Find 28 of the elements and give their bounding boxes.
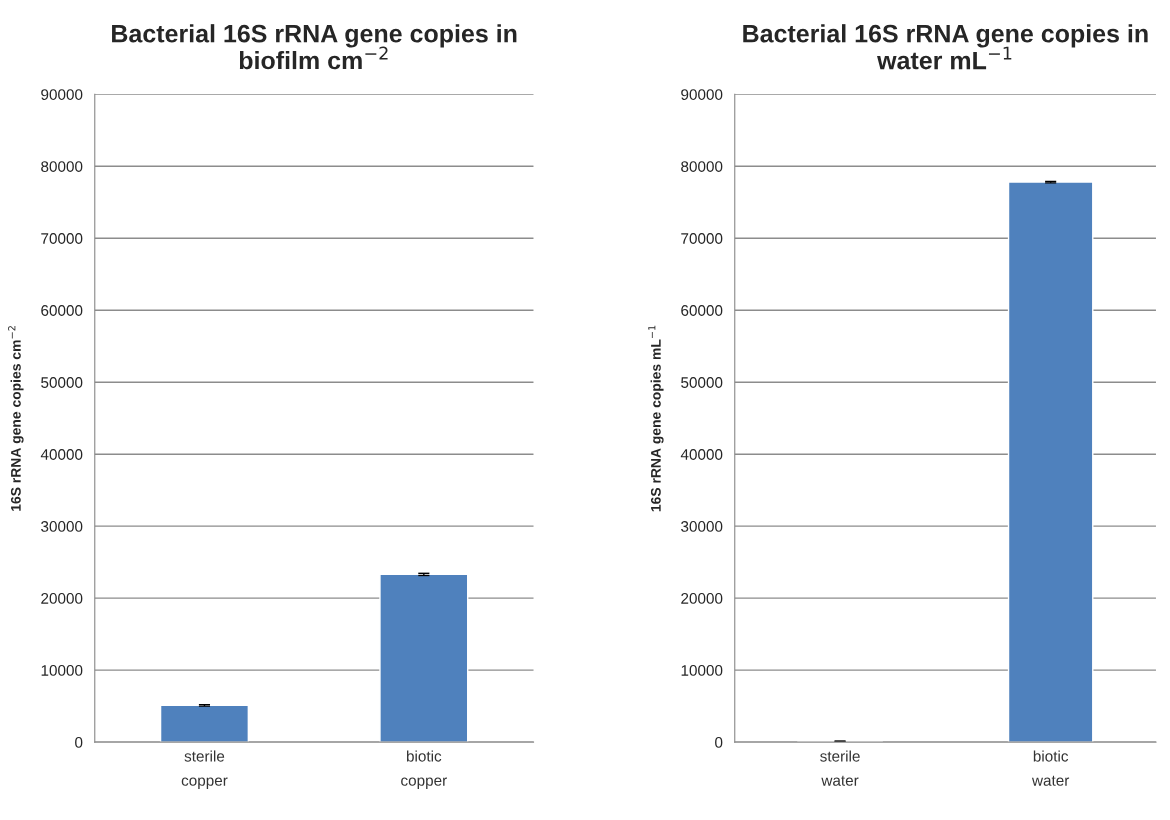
y-tick-label: 10000	[681, 664, 723, 676]
x-tick-label: sterile water	[820, 750, 860, 786]
x-tick-label: sterile copper	[181, 750, 228, 789]
x-tick-label: biotic water	[1031, 750, 1070, 786]
y-tick-label: 20000	[681, 593, 723, 604]
y-tick-label: 80000	[41, 161, 83, 172]
y-tick-label: 0	[75, 736, 83, 748]
y-tick-label: 90000	[681, 89, 723, 100]
y-tick-label: 20000	[41, 593, 83, 604]
y-tick-label: 40000	[680, 449, 723, 460]
y-tick-label: 70000	[681, 233, 723, 244]
y-tick-label: 50000	[681, 377, 723, 388]
chart-title: Bacterial 16S rRNA gene copies in biofilm cm$^{−2}$	[112, 24, 517, 70]
y-tick-label: 70000	[41, 233, 83, 244]
y-tick-label: 60000	[41, 305, 83, 316]
y-tick-label: 30000	[681, 521, 723, 532]
y-axis-title: 16S rRNA gene copies cm$^{−2}$	[8, 326, 24, 511]
y-tick-label: 40000	[40, 449, 83, 460]
y-tick-label: 90000	[41, 89, 83, 100]
y-tick-label: 60000	[681, 305, 723, 316]
x-tick-label: biotic copper	[401, 750, 447, 789]
y-axis-title: 16S rRNA gene copies mL$^{−1}$	[648, 325, 664, 512]
y-tick-label: 80000	[681, 161, 723, 172]
y-tick-label: 30000	[41, 521, 83, 532]
chart-title: Bacterial 16S rRNA gene copies in water mL$^{−1}$	[743, 24, 1148, 70]
y-tick-label: 50000	[41, 377, 83, 388]
y-tick-label: 0	[715, 736, 723, 748]
y-tick-label: 10000	[41, 664, 83, 676]
